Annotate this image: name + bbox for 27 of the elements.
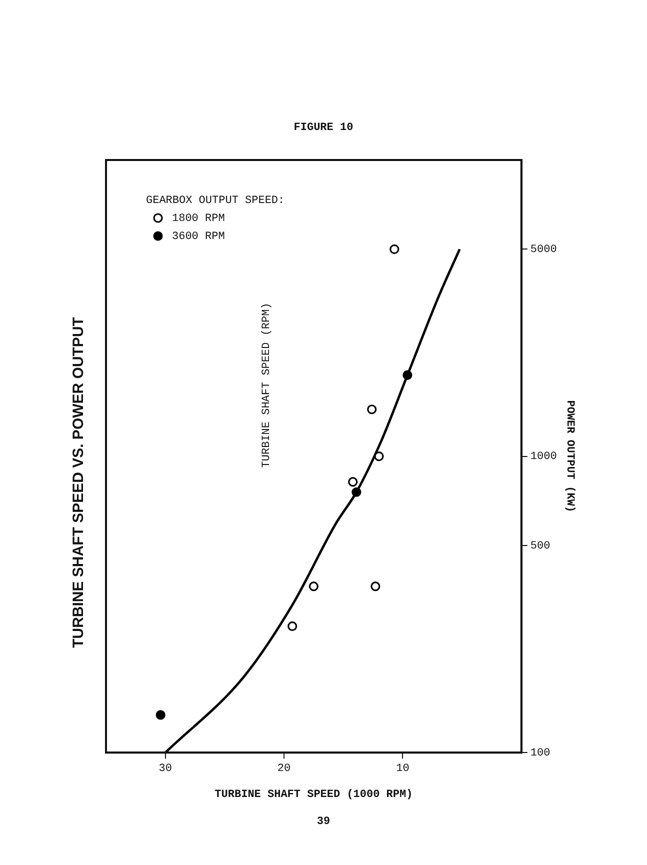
legend-label: 1800 RPM <box>172 212 225 225</box>
point <box>402 370 412 380</box>
point <box>390 244 400 254</box>
point <box>352 487 362 497</box>
point <box>288 621 298 632</box>
y-axis-title: POWER OUTPUT (KW) <box>564 400 576 512</box>
line-series <box>164 248 461 753</box>
y-tick-label: 5000 <box>530 244 557 256</box>
point <box>374 452 384 462</box>
point <box>367 404 377 414</box>
point <box>370 582 380 592</box>
point <box>348 477 358 487</box>
x-tick-label: 20 <box>277 763 291 776</box>
text: 39 <box>316 816 332 828</box>
legend-title: GEARBOX OUTPUT SPEED: <box>146 194 285 207</box>
point <box>156 710 166 720</box>
legend-label: 3600 RPM <box>172 230 225 243</box>
text: TURBINE SHAFT SPEED VS. POWER OUTPUT <box>70 317 88 648</box>
y-tick-label: 1000 <box>530 451 557 464</box>
y-tick-label: 500 <box>530 540 550 552</box>
y-tick-label: 100 <box>530 748 550 760</box>
x-axis-title: TURBINE SHAFT SPEED (1000 RPM) <box>214 789 413 802</box>
point <box>308 582 318 592</box>
annotation: TURBINE SHAFT SPEED (RPM) <box>260 302 273 468</box>
caption: FIGURE 10 <box>292 122 354 134</box>
x-tick-label: 30 <box>158 763 172 776</box>
x-tick-label: 10 <box>396 763 410 776</box>
